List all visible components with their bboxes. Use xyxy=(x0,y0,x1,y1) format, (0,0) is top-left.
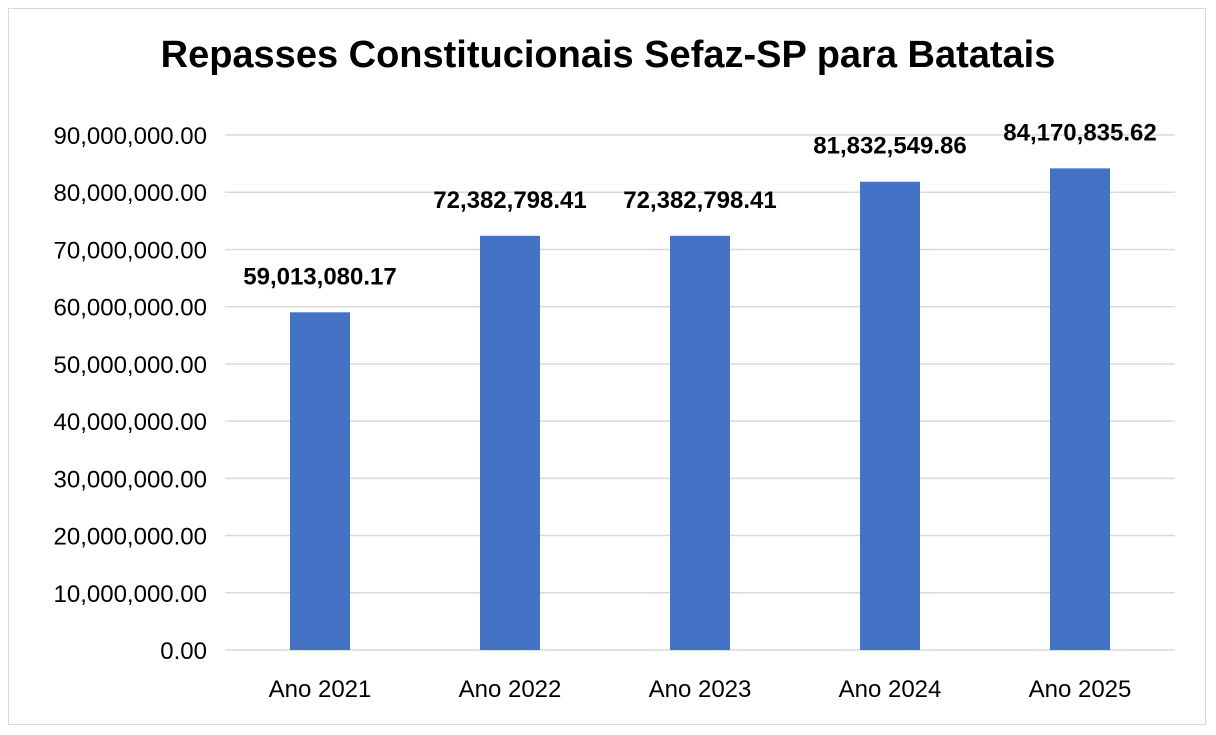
bars xyxy=(290,168,1110,650)
x-axis-tick-labels: Ano 2021 Ano 2022 Ano 2023 Ano 2024 Ano 2025 xyxy=(269,676,1132,703)
y-tick-label: 90,000,000.00 xyxy=(54,123,207,150)
bar xyxy=(860,181,920,650)
data-label: 72,382,798.41 xyxy=(623,187,776,214)
y-tick-label: 20,000,000.00 xyxy=(54,524,207,551)
chart-frame xyxy=(8,8,1206,725)
y-tick-label: 0.00 xyxy=(160,638,207,665)
data-label: 81,832,549.86 xyxy=(813,133,966,160)
x-tick-label: Ano 2023 xyxy=(649,676,752,703)
y-tick-label: 40,000,000.00 xyxy=(54,409,207,436)
x-tick-label: Ano 2024 xyxy=(839,676,942,703)
y-tick-label: 50,000,000.00 xyxy=(54,352,207,379)
chart-title: Repasses Constitucionais Sefaz-SP para B… xyxy=(160,34,1056,76)
data-label: 59,013,080.17 xyxy=(243,263,396,290)
x-tick-label: Ano 2022 xyxy=(459,676,562,703)
data-label: 84,170,835.62 xyxy=(1003,119,1156,146)
bar xyxy=(1050,168,1110,650)
bar xyxy=(480,235,540,650)
bar xyxy=(670,235,730,650)
bar xyxy=(290,312,350,650)
y-tick-label: 80,000,000.00 xyxy=(54,180,207,207)
data-label: 72,382,798.41 xyxy=(433,187,586,214)
y-tick-label: 60,000,000.00 xyxy=(54,295,207,322)
y-tick-label: 10,000,000.00 xyxy=(54,581,207,608)
y-axis-tick-labels: 0.00 10,000,000.00 20,000,000.00 30,000,000… xyxy=(54,123,207,665)
y-tick-label: 30,000,000.00 xyxy=(54,466,207,493)
x-tick-label: Ano 2021 xyxy=(269,676,372,703)
y-tick-label: 70,000,000.00 xyxy=(54,237,207,264)
data-labels: 59,013,080.17 72,382,798.41 72,382,798.41 8… xyxy=(243,119,1156,290)
x-tick-label: Ano 2025 xyxy=(1029,676,1132,703)
